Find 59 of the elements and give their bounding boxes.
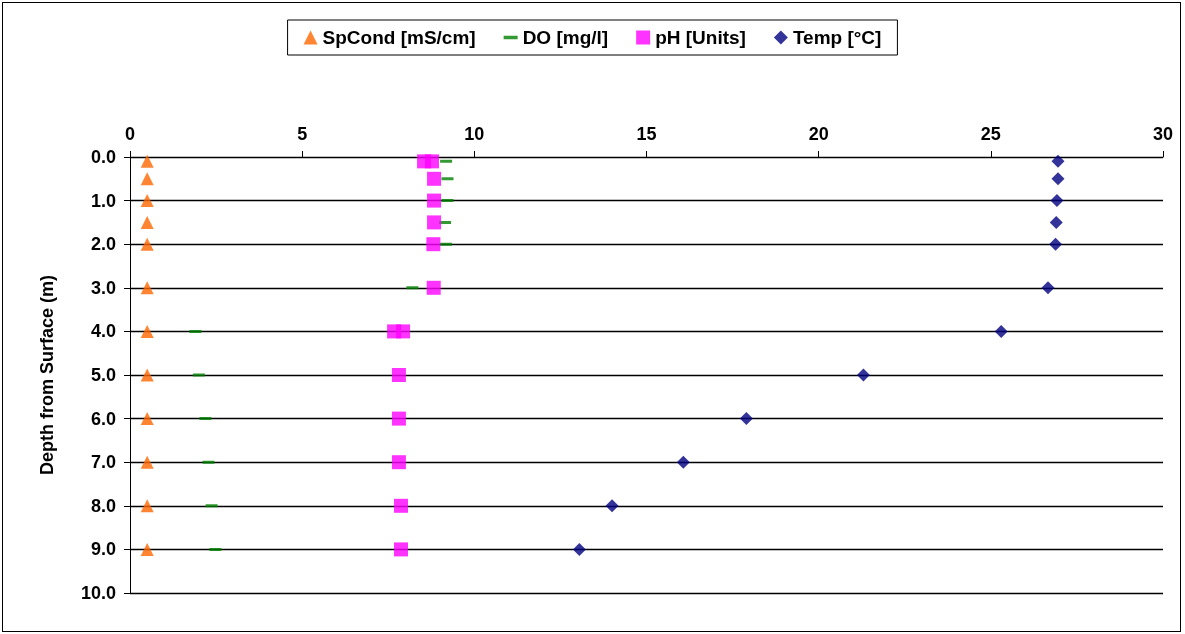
point	[140, 542, 154, 556]
x-tick-label: 25	[980, 124, 1001, 144]
x-tick-label: 15	[636, 124, 657, 144]
point	[140, 215, 154, 229]
point	[426, 237, 441, 252]
x-tick-label: 30	[1152, 124, 1174, 144]
y-tick-label: 6.0	[90, 408, 116, 429]
y-tick-label: 8.0	[90, 495, 116, 516]
point	[427, 215, 442, 230]
point	[140, 412, 154, 426]
point	[140, 194, 154, 208]
point	[1051, 154, 1065, 168]
y-tick-label: 9.0	[90, 539, 116, 560]
point	[856, 368, 870, 382]
point	[140, 281, 154, 295]
point	[140, 368, 154, 382]
point	[140, 499, 154, 513]
point	[1049, 215, 1063, 229]
point	[572, 542, 586, 556]
y-tick-label: 4.0	[90, 321, 116, 342]
point	[140, 237, 154, 251]
point	[676, 455, 690, 469]
x-tick-label: 10	[464, 124, 485, 144]
point	[427, 171, 442, 186]
legend-label: Temp [°C]	[792, 27, 882, 48]
point	[396, 324, 411, 339]
legend-label: DO [mg/l]	[522, 27, 609, 48]
x-tick-label: 5	[297, 124, 308, 144]
point	[140, 154, 154, 168]
point	[1050, 194, 1064, 208]
y-tick-label: 2.0	[90, 234, 116, 255]
y-tick-label: 10.0	[80, 583, 116, 603]
y-tick-label: 5.0	[90, 365, 116, 385]
x-tick-label: 20	[808, 124, 829, 144]
point	[1049, 237, 1063, 251]
point	[605, 499, 619, 513]
point	[391, 411, 406, 426]
point	[391, 368, 406, 382]
legend-label: pH [Units]	[655, 27, 746, 48]
legend-label: SpCond [mS/cm]	[322, 27, 476, 48]
point	[140, 455, 154, 469]
point	[393, 498, 408, 513]
point	[1041, 281, 1055, 295]
y-axis-title: Depth from Surface (m)	[37, 274, 57, 476]
point	[140, 172, 154, 186]
y-tick-label: 3.0	[90, 277, 116, 298]
point	[426, 280, 441, 295]
y-tick-label: 0.0	[90, 147, 116, 167]
point	[140, 324, 154, 338]
y-tick-label: 1.0	[90, 190, 116, 211]
point	[391, 455, 406, 470]
point	[427, 193, 442, 208]
point	[424, 154, 439, 169]
point	[1051, 172, 1065, 186]
point	[994, 324, 1008, 338]
point	[739, 412, 753, 426]
y-tick-label: 7.0	[90, 452, 116, 473]
point	[393, 542, 408, 557]
x-tick-label: 0	[124, 124, 136, 144]
